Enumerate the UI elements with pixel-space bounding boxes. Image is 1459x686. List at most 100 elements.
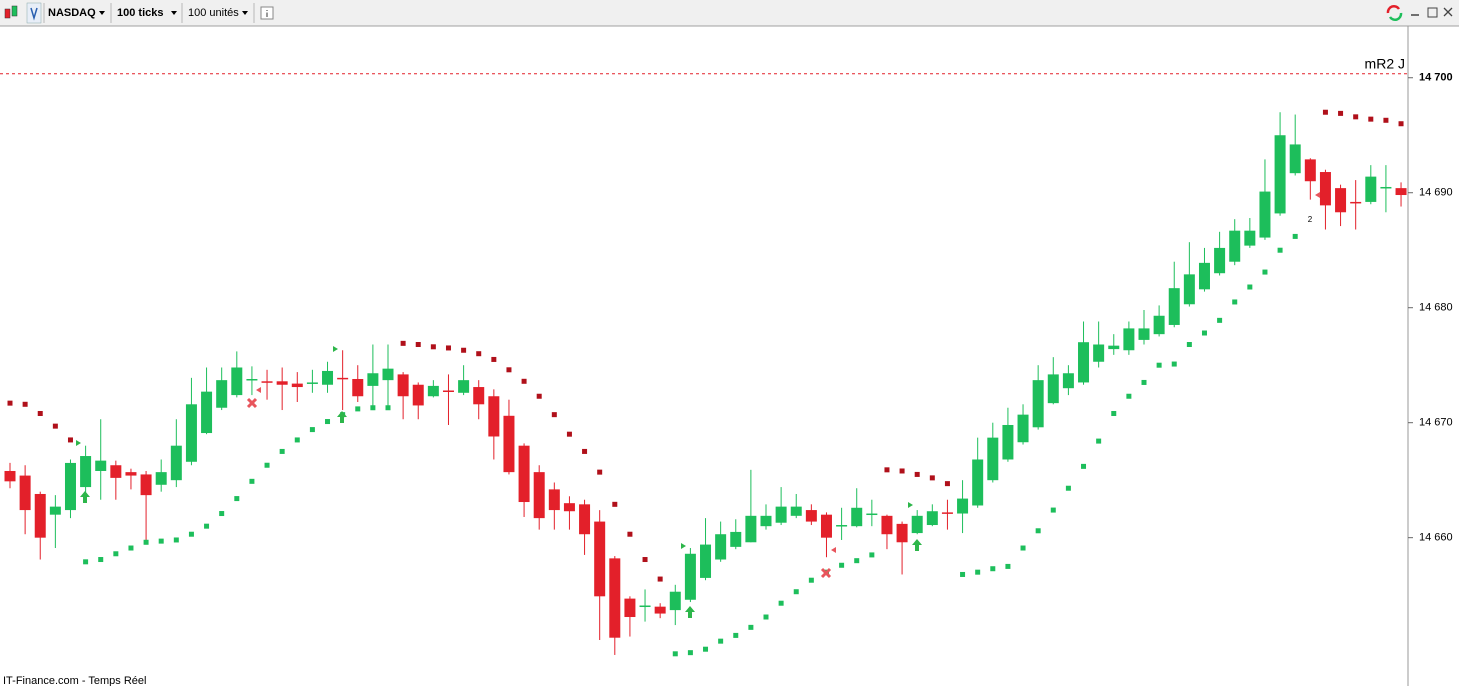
sar-dot [1322,109,1328,115]
sar-dot [929,475,935,481]
candle-body [1198,262,1210,290]
sar-dot [748,624,754,630]
sar-dot [234,496,240,502]
period-select[interactable]: 100 ticks [117,7,163,19]
candle-body [911,515,923,534]
sar-dot [1156,362,1162,368]
maximize-button[interactable] [1427,7,1438,18]
sar-dot [325,419,331,425]
sar-dot [672,651,678,657]
signal-flag [908,502,913,508]
candle-body [760,515,772,527]
candle-body [1380,186,1392,189]
candle-body [4,470,16,482]
y-tick-label: 14 680 [1419,302,1453,314]
y-tick-label: 14 690 [1419,187,1453,199]
candle-body [866,513,878,516]
chart-type-icon[interactable] [4,5,18,19]
sar-dot [718,638,724,644]
y-tick-label: 14 660 [1419,532,1453,544]
sar-dot [808,577,814,583]
dropdown-arrow[interactable] [99,11,105,15]
candle-body [337,377,349,380]
sar-dot [990,566,996,572]
sar-dot [461,347,467,353]
sar-dot [249,478,255,484]
candle-body [125,472,137,476]
reference-label: mR2 J [1365,55,1405,71]
signal-flag [1315,192,1320,198]
candle-body [1093,344,1105,362]
sar-dot [1277,247,1283,253]
sar-dot [1171,361,1177,367]
close-button[interactable] [1443,7,1453,17]
sar-dot [1141,379,1147,385]
sell-cross [820,567,832,579]
sar-dot [1292,233,1298,239]
buy-arrow [685,606,695,618]
candle-body [80,456,92,488]
indicator-icon[interactable] [26,2,42,24]
candle-body [1259,191,1271,238]
candle-body [367,373,379,386]
candle-body [34,493,46,538]
sar-dot [1338,110,1344,116]
sar-dot [642,557,648,563]
sar-dot [1247,284,1253,290]
candle-body [972,459,984,506]
candle-body [715,534,727,560]
sar-dot [566,431,572,437]
signal-flag [256,387,261,393]
candle-body [957,498,969,514]
candle-body [579,504,591,535]
y-tick-label: 14 670 [1419,417,1453,429]
candle-body [19,475,31,511]
symbol-select[interactable]: NASDAQ [48,7,96,19]
candle-body [1304,159,1316,182]
candle-body [1183,274,1195,305]
candle-body [805,510,817,522]
sar-dot [657,576,663,582]
toolbar [0,0,1459,26]
refresh-button[interactable] [1386,5,1403,21]
info-button[interactable] [260,6,274,20]
candle-body [1244,230,1256,246]
candle-body [503,415,515,473]
candle-body [216,380,228,408]
annotation: 2 [1308,215,1313,224]
candle-body [382,368,394,381]
sar-dot [52,423,58,429]
candle-body [1229,230,1241,262]
sar-dot [67,437,73,443]
candle-body [427,385,439,397]
sar-dot [687,650,693,656]
candle-body [261,381,273,383]
volume-select[interactable]: 100 unités [188,7,239,19]
sar-dot [491,356,497,362]
candle-body [442,390,454,392]
candle-body [624,598,636,618]
dropdown-arrow[interactable] [171,11,177,15]
sar-dot [113,551,119,557]
dropdown-arrow[interactable] [242,11,248,15]
sar-dot [37,410,43,416]
sar-dot [1398,121,1404,127]
candle-body [1365,176,1377,202]
y-tick-label: 14 700 [1419,72,1453,84]
sar-dot [430,344,436,350]
candle-body [1047,374,1059,404]
sar-dot [597,469,603,475]
candle-body [533,472,545,519]
candle-body [1395,188,1407,196]
sar-dot [264,462,270,468]
sar-dot [294,437,300,443]
sar-dot [1368,116,1374,122]
candle-body [639,605,651,608]
candle-body [987,437,999,481]
sar-dot [612,501,618,507]
sar-dot [22,401,28,407]
candle-body [1319,172,1331,206]
signals [76,192,1320,618]
sar-dot [899,468,905,474]
